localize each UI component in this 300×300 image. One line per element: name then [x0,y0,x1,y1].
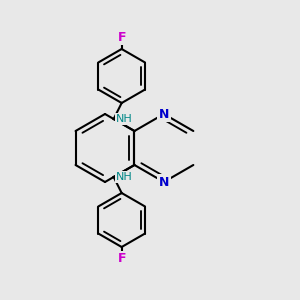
Text: NH: NH [116,172,132,182]
Text: N: N [159,176,169,188]
Text: N: N [159,107,169,121]
Text: NH: NH [116,114,132,124]
Text: F: F [117,252,126,265]
Text: F: F [117,31,126,44]
